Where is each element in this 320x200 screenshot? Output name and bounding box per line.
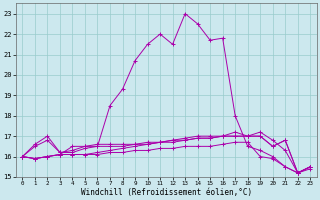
X-axis label: Windchill (Refroidissement éolien,°C): Windchill (Refroidissement éolien,°C) bbox=[81, 188, 252, 197]
